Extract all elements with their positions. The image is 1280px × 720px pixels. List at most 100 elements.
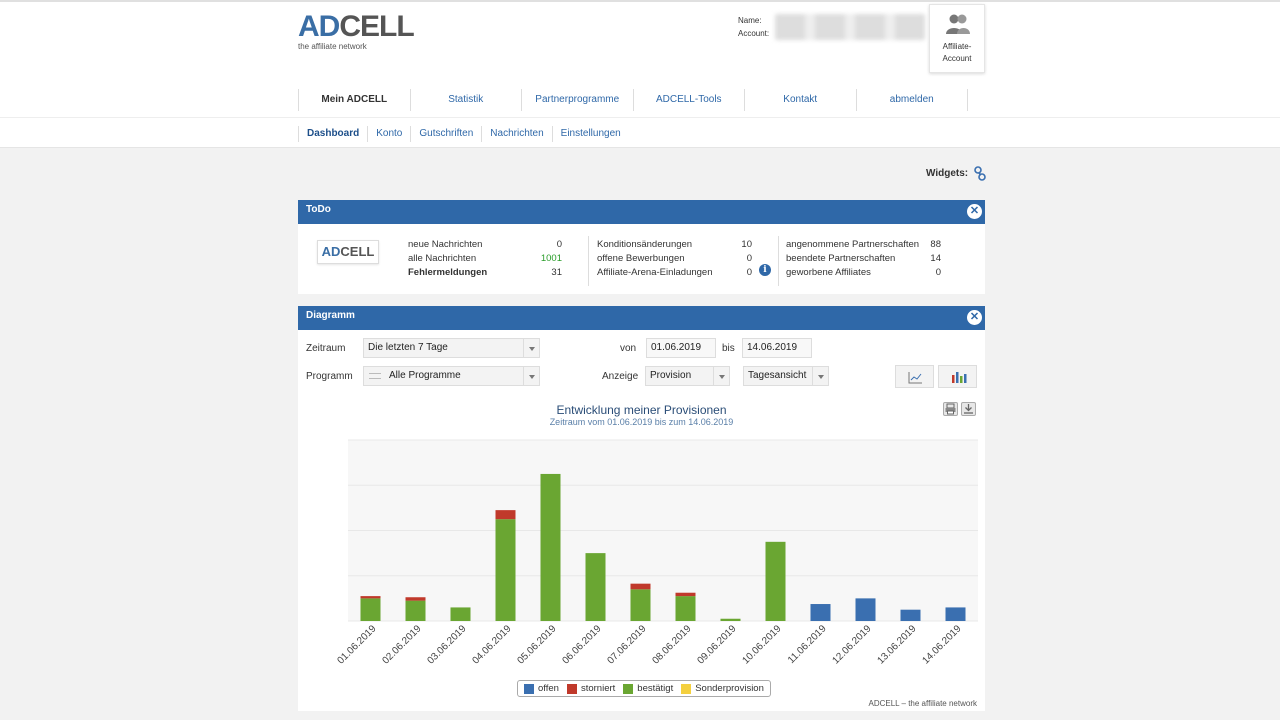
x-tick-label: 11.06.2019: [786, 623, 829, 666]
todo-messages-column: neue Nachrichten 0 alle Nachrichten 1001 F…: [408, 238, 562, 280]
chevron-down-icon: [812, 367, 828, 385]
todo-row[interactable]: neue Nachrichten 0: [408, 239, 562, 250]
bar-besttigt-04.06.2019[interactable]: [495, 519, 516, 621]
subnav-konto[interactable]: Konto: [367, 126, 410, 142]
affiliate-account-label-1: Affiliate-: [942, 42, 972, 51]
programm-select[interactable]: Alle Programme: [363, 366, 540, 386]
diagram-close-icon[interactable]: ✕: [967, 310, 982, 325]
todo-row[interactable]: alle Nachrichten 1001: [408, 253, 562, 264]
legend-item[interactable]: Sonderprovision: [681, 683, 764, 694]
bar-besttigt-08.06.2019[interactable]: [675, 596, 696, 621]
widgets-settings-icon[interactable]: [973, 166, 987, 182]
info-icon[interactable]: i: [759, 264, 771, 276]
legend-swatch: [623, 683, 634, 694]
bar-storniert-02.06.2019[interactable]: [405, 597, 426, 601]
todo-row[interactable]: Konditionsänderungen 10: [597, 239, 752, 250]
nav-mein-adcell[interactable]: Mein ADCELL: [298, 89, 410, 111]
bar-besttigt-02.06.2019[interactable]: [405, 600, 426, 621]
bar-storniert-01.06.2019[interactable]: [360, 596, 381, 599]
todo-row[interactable]: angenommene Partnerschaften 88: [786, 239, 941, 250]
todo-partnerships-column: angenommene Partnerschaften 88 beendete P…: [786, 238, 941, 280]
account-labels: Name: Account:: [738, 14, 769, 40]
logo-tagline: the affiliate network: [298, 42, 367, 51]
bar-besttigt-03.06.2019[interactable]: [450, 607, 471, 621]
nav-statistik[interactable]: Statistik: [409, 89, 522, 111]
print-button[interactable]: [943, 402, 958, 416]
bar-besttigt-07.06.2019[interactable]: [630, 589, 651, 621]
account-label: Account:: [738, 29, 770, 38]
legend-item[interactable]: storniert: [566, 683, 616, 694]
bar-chart-button[interactable]: [938, 365, 977, 388]
zeitraum-select[interactable]: Die letzten 7 Tage: [363, 338, 540, 358]
header: ADCELL the affiliate network Name: Accou…: [0, 0, 1280, 117]
todo-row[interactable]: geworbene Affiliates 0: [786, 267, 941, 278]
bar-besttigt-06.06.2019[interactable]: [585, 553, 606, 621]
line-chart-button[interactable]: [895, 365, 934, 388]
bar-offen-13.06.2019[interactable]: [900, 609, 921, 621]
bis-date-input[interactable]: 14.06.2019: [742, 338, 812, 358]
anzeige-select[interactable]: Provision: [645, 366, 730, 386]
todo-row[interactable]: Affiliate-Arena-Einladungen 0: [597, 267, 752, 278]
todo-panel-header: ToDo ✕: [298, 200, 985, 224]
subnav-gutschriften[interactable]: Gutschriften: [410, 126, 481, 142]
divider: [588, 236, 589, 286]
bar-offen-11.06.2019[interactable]: [810, 604, 831, 621]
legend-label: storniert: [580, 683, 616, 694]
x-tick-label: 10.06.2019: [740, 623, 783, 666]
line-chart-icon: [908, 372, 922, 384]
divider: [778, 236, 779, 286]
subnav-dashboard[interactable]: Dashboard: [298, 126, 367, 142]
chart-subtitle: Zeitraum vom 01.06.2019 bis zum 14.06.20…: [549, 417, 734, 427]
bar-storniert-08.06.2019[interactable]: [675, 592, 696, 597]
x-tick-label: 13.06.2019: [875, 623, 918, 666]
sub-nav: Dashboard Konto Gutschriften Nachrichten…: [298, 126, 629, 142]
chevron-down-icon: [523, 367, 539, 385]
x-tick-label: 14.06.2019: [920, 623, 963, 666]
todo-row[interactable]: offene Bewerbungen 0: [597, 253, 752, 264]
legend-swatch: [524, 683, 534, 694]
logo-text: ADCELL: [298, 10, 415, 43]
bar-offen-14.06.2019[interactable]: [945, 607, 966, 621]
chart-credit: ADCELL – the affiliate network: [868, 699, 977, 708]
sub-nav-bar: Dashboard Konto Gutschriften Nachrichten…: [0, 117, 1280, 148]
legend-item[interactable]: offen: [524, 683, 559, 694]
affiliate-account-label-2: Account: [942, 54, 972, 63]
bar-besttigt-09.06.2019[interactable]: [720, 618, 741, 621]
nav-partnerprogramme[interactable]: Partnerprogramme: [521, 89, 633, 111]
todo-title: ToDo: [306, 204, 331, 215]
anzeige-label: Anzeige: [602, 371, 639, 382]
download-icon: [964, 404, 973, 414]
programm-label: Programm: [306, 371, 353, 382]
bar-storniert-07.06.2019[interactable]: [630, 583, 651, 590]
affiliate-account-button[interactable]: Affiliate- Account: [929, 4, 985, 73]
account-info-redacted: [775, 14, 925, 40]
program-logo-icon: [369, 373, 381, 379]
widgets-label: Widgets:: [926, 168, 969, 179]
zeitraum-label: Zeitraum: [306, 343, 346, 354]
nav-kontakt[interactable]: Kontakt: [744, 89, 856, 111]
todo-row[interactable]: Fehlermeldungen 31: [408, 267, 562, 278]
adcell-logo[interactable]: ADCELL the affiliate network: [298, 10, 415, 51]
bis-label: bis: [722, 343, 735, 354]
ansicht-select[interactable]: Tagesansicht: [743, 366, 829, 386]
nav-adcell-tools[interactable]: ADCELL-Tools: [632, 89, 745, 111]
todo-row[interactable]: beendete Partnerschaften 14: [786, 253, 941, 264]
todo-programs-column: Konditionsänderungen 10 offene Bewerbunge…: [597, 238, 752, 280]
legend-item[interactable]: bestätigt: [623, 683, 673, 694]
download-button[interactable]: [961, 402, 976, 416]
chart-title: Entwicklung meiner Provisionen: [556, 403, 727, 417]
subnav-nachrichten[interactable]: Nachrichten: [481, 126, 551, 142]
x-tick-label: 04.06.2019: [470, 623, 513, 666]
bar-storniert-04.06.2019[interactable]: [495, 510, 516, 520]
todo-close-icon[interactable]: ✕: [967, 204, 982, 219]
main-nav: Mein ADCELL Statistik Partnerprogramme A…: [298, 89, 968, 111]
x-tick-label: 05.06.2019: [515, 623, 558, 666]
x-tick-label: 01.06.2019: [335, 623, 378, 666]
subnav-einstellungen[interactable]: Einstellungen: [551, 126, 629, 142]
von-date-input[interactable]: 01.06.2019: [646, 338, 716, 358]
bar-besttigt-10.06.2019[interactable]: [765, 541, 786, 621]
nav-abmelden[interactable]: abmelden: [855, 89, 968, 111]
bar-besttigt-01.06.2019[interactable]: [360, 598, 381, 621]
bar-besttigt-05.06.2019[interactable]: [540, 473, 561, 621]
bar-offen-12.06.2019[interactable]: [855, 598, 876, 621]
